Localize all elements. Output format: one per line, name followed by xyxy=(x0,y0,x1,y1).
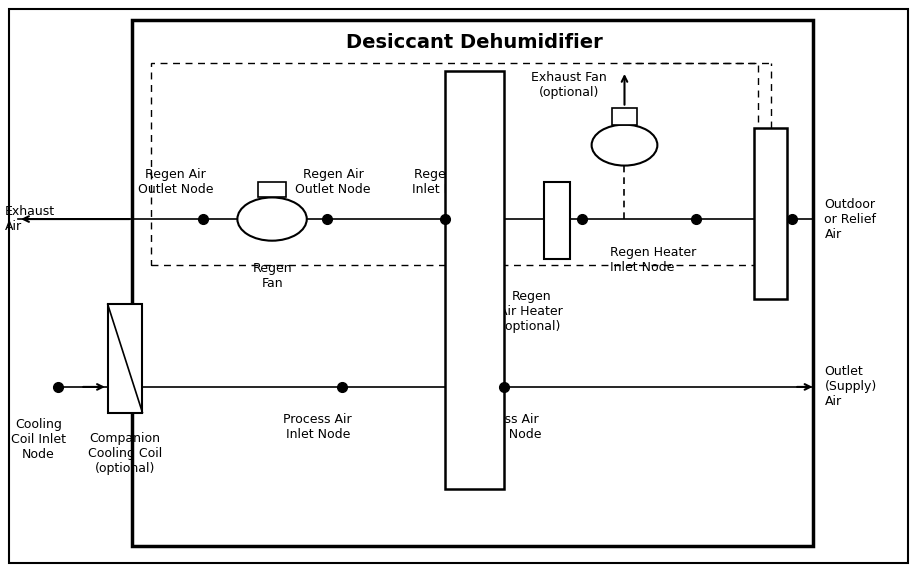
Bar xyxy=(612,108,637,125)
Text: Desiccant Heat Exchanger: Desiccant Heat Exchanger xyxy=(469,207,479,354)
Circle shape xyxy=(237,197,307,241)
Bar xyxy=(445,71,504,489)
Text: Regen
Fan: Regen Fan xyxy=(252,262,292,290)
Text: Companion
Cooling Coil
(optional): Companion Cooling Coil (optional) xyxy=(88,432,163,476)
Text: Outdoor
or Relief
Air: Outdoor or Relief Air xyxy=(824,197,876,241)
Bar xyxy=(151,63,758,265)
Text: Regen
Air Heater
(optional): Regen Air Heater (optional) xyxy=(499,290,563,333)
Circle shape xyxy=(592,125,657,166)
Text: Cooling
Coil Inlet
Node: Cooling Coil Inlet Node xyxy=(11,418,66,461)
Text: Process Air
Outlet Node: Process Air Outlet Node xyxy=(467,413,541,440)
Bar xyxy=(258,182,286,197)
Text: DX Condenser: DX Condenser xyxy=(766,174,775,253)
Bar xyxy=(754,128,787,299)
Text: Desiccant Dehumidifier: Desiccant Dehumidifier xyxy=(346,33,603,52)
Text: Exhaust Fan
(optional): Exhaust Fan (optional) xyxy=(531,71,606,99)
Text: Regen Air
Inlet Node: Regen Air Inlet Node xyxy=(413,168,477,196)
Text: Regen Heater
Inlet Node: Regen Heater Inlet Node xyxy=(610,246,696,274)
Text: C: C xyxy=(114,321,122,335)
Bar xyxy=(108,304,142,413)
Bar xyxy=(544,182,570,259)
Text: Exhaust
Air: Exhaust Air xyxy=(5,205,55,233)
Text: Regen Air
Outlet Node: Regen Air Outlet Node xyxy=(296,168,371,196)
Text: C: C xyxy=(128,382,136,395)
Text: Regen Air
Outlet Node: Regen Air Outlet Node xyxy=(138,168,213,196)
Text: Outlet
(Supply)
Air: Outlet (Supply) Air xyxy=(824,365,876,409)
Bar xyxy=(132,20,813,546)
Text: Process Air
Inlet Node: Process Air Inlet Node xyxy=(283,413,352,440)
